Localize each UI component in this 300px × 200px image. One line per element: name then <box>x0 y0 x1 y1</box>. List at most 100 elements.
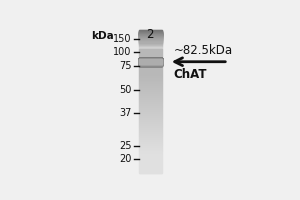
Bar <box>139 58 162 65</box>
Text: 150: 150 <box>113 34 132 44</box>
Bar <box>139 58 162 65</box>
Bar <box>139 39 162 43</box>
Text: 20: 20 <box>119 154 132 164</box>
Bar <box>139 104 162 105</box>
Bar <box>139 138 162 139</box>
Bar <box>139 172 162 173</box>
Bar <box>139 143 162 144</box>
Bar <box>139 160 162 161</box>
Bar <box>139 116 162 117</box>
Bar <box>139 54 162 55</box>
Bar <box>139 48 162 49</box>
Bar <box>139 110 162 111</box>
Bar <box>139 51 162 52</box>
Bar <box>139 33 162 37</box>
Bar <box>139 33 162 36</box>
Bar <box>139 86 162 87</box>
Bar <box>139 45 162 46</box>
Bar <box>139 59 162 65</box>
Bar <box>139 59 162 65</box>
Bar <box>139 42 162 46</box>
Bar <box>139 167 162 168</box>
Bar <box>139 85 162 86</box>
Bar <box>139 59 162 64</box>
Bar <box>139 44 162 45</box>
Bar <box>139 83 162 84</box>
Bar <box>139 34 162 38</box>
Bar <box>139 111 162 112</box>
Bar <box>139 78 162 79</box>
Bar <box>139 36 162 40</box>
Bar <box>139 67 162 68</box>
Bar <box>139 130 162 131</box>
Bar <box>139 33 162 34</box>
Text: 37: 37 <box>119 108 132 118</box>
Bar <box>139 59 162 65</box>
Bar <box>139 37 162 38</box>
Bar <box>139 40 162 44</box>
Bar <box>139 58 162 66</box>
Bar <box>139 38 162 41</box>
Bar <box>139 112 162 113</box>
Bar <box>139 124 162 125</box>
Bar <box>139 149 162 150</box>
Bar <box>139 58 162 65</box>
Bar <box>139 107 162 108</box>
Bar <box>139 127 162 128</box>
Text: 100: 100 <box>113 47 132 57</box>
Bar <box>139 56 162 57</box>
Bar <box>139 64 162 65</box>
Bar <box>139 132 162 133</box>
Bar <box>139 79 162 80</box>
Bar <box>139 59 162 64</box>
Bar <box>139 34 162 38</box>
Bar <box>139 59 162 65</box>
Bar <box>139 103 162 104</box>
Text: ChAT: ChAT <box>173 68 207 81</box>
Bar <box>139 58 162 66</box>
Text: 25: 25 <box>119 141 132 151</box>
Bar <box>139 129 162 130</box>
Bar <box>139 171 162 172</box>
Bar <box>139 39 162 43</box>
Bar <box>139 41 162 42</box>
Bar <box>139 131 162 132</box>
Bar <box>139 59 162 64</box>
Text: ~82.5kDa: ~82.5kDa <box>173 44 232 57</box>
Bar <box>139 88 162 89</box>
Bar <box>139 81 162 82</box>
Bar <box>139 109 162 110</box>
Bar <box>139 59 162 64</box>
Bar <box>139 77 162 78</box>
Bar <box>139 38 162 42</box>
Bar <box>139 40 162 44</box>
Bar <box>139 33 162 37</box>
Bar <box>139 89 162 90</box>
Bar <box>139 59 162 64</box>
Bar <box>139 159 162 160</box>
Bar <box>139 58 162 65</box>
Bar <box>139 30 162 34</box>
Bar <box>139 108 162 109</box>
Bar <box>139 58 162 65</box>
Bar <box>139 58 162 65</box>
Bar <box>139 156 162 157</box>
Bar <box>139 158 162 159</box>
Bar <box>139 136 162 137</box>
Text: 75: 75 <box>119 61 132 71</box>
Bar <box>139 71 162 72</box>
Bar <box>139 59 162 64</box>
Bar <box>139 40 162 41</box>
Bar <box>139 34 162 35</box>
Bar <box>139 55 162 56</box>
Bar <box>139 38 162 39</box>
Bar <box>139 58 162 65</box>
Bar <box>139 150 162 151</box>
Bar <box>139 53 162 54</box>
Bar <box>139 162 162 163</box>
Bar <box>139 75 162 76</box>
Bar <box>139 35 162 36</box>
Bar <box>139 37 162 41</box>
Bar <box>139 35 162 39</box>
Bar <box>139 141 162 142</box>
